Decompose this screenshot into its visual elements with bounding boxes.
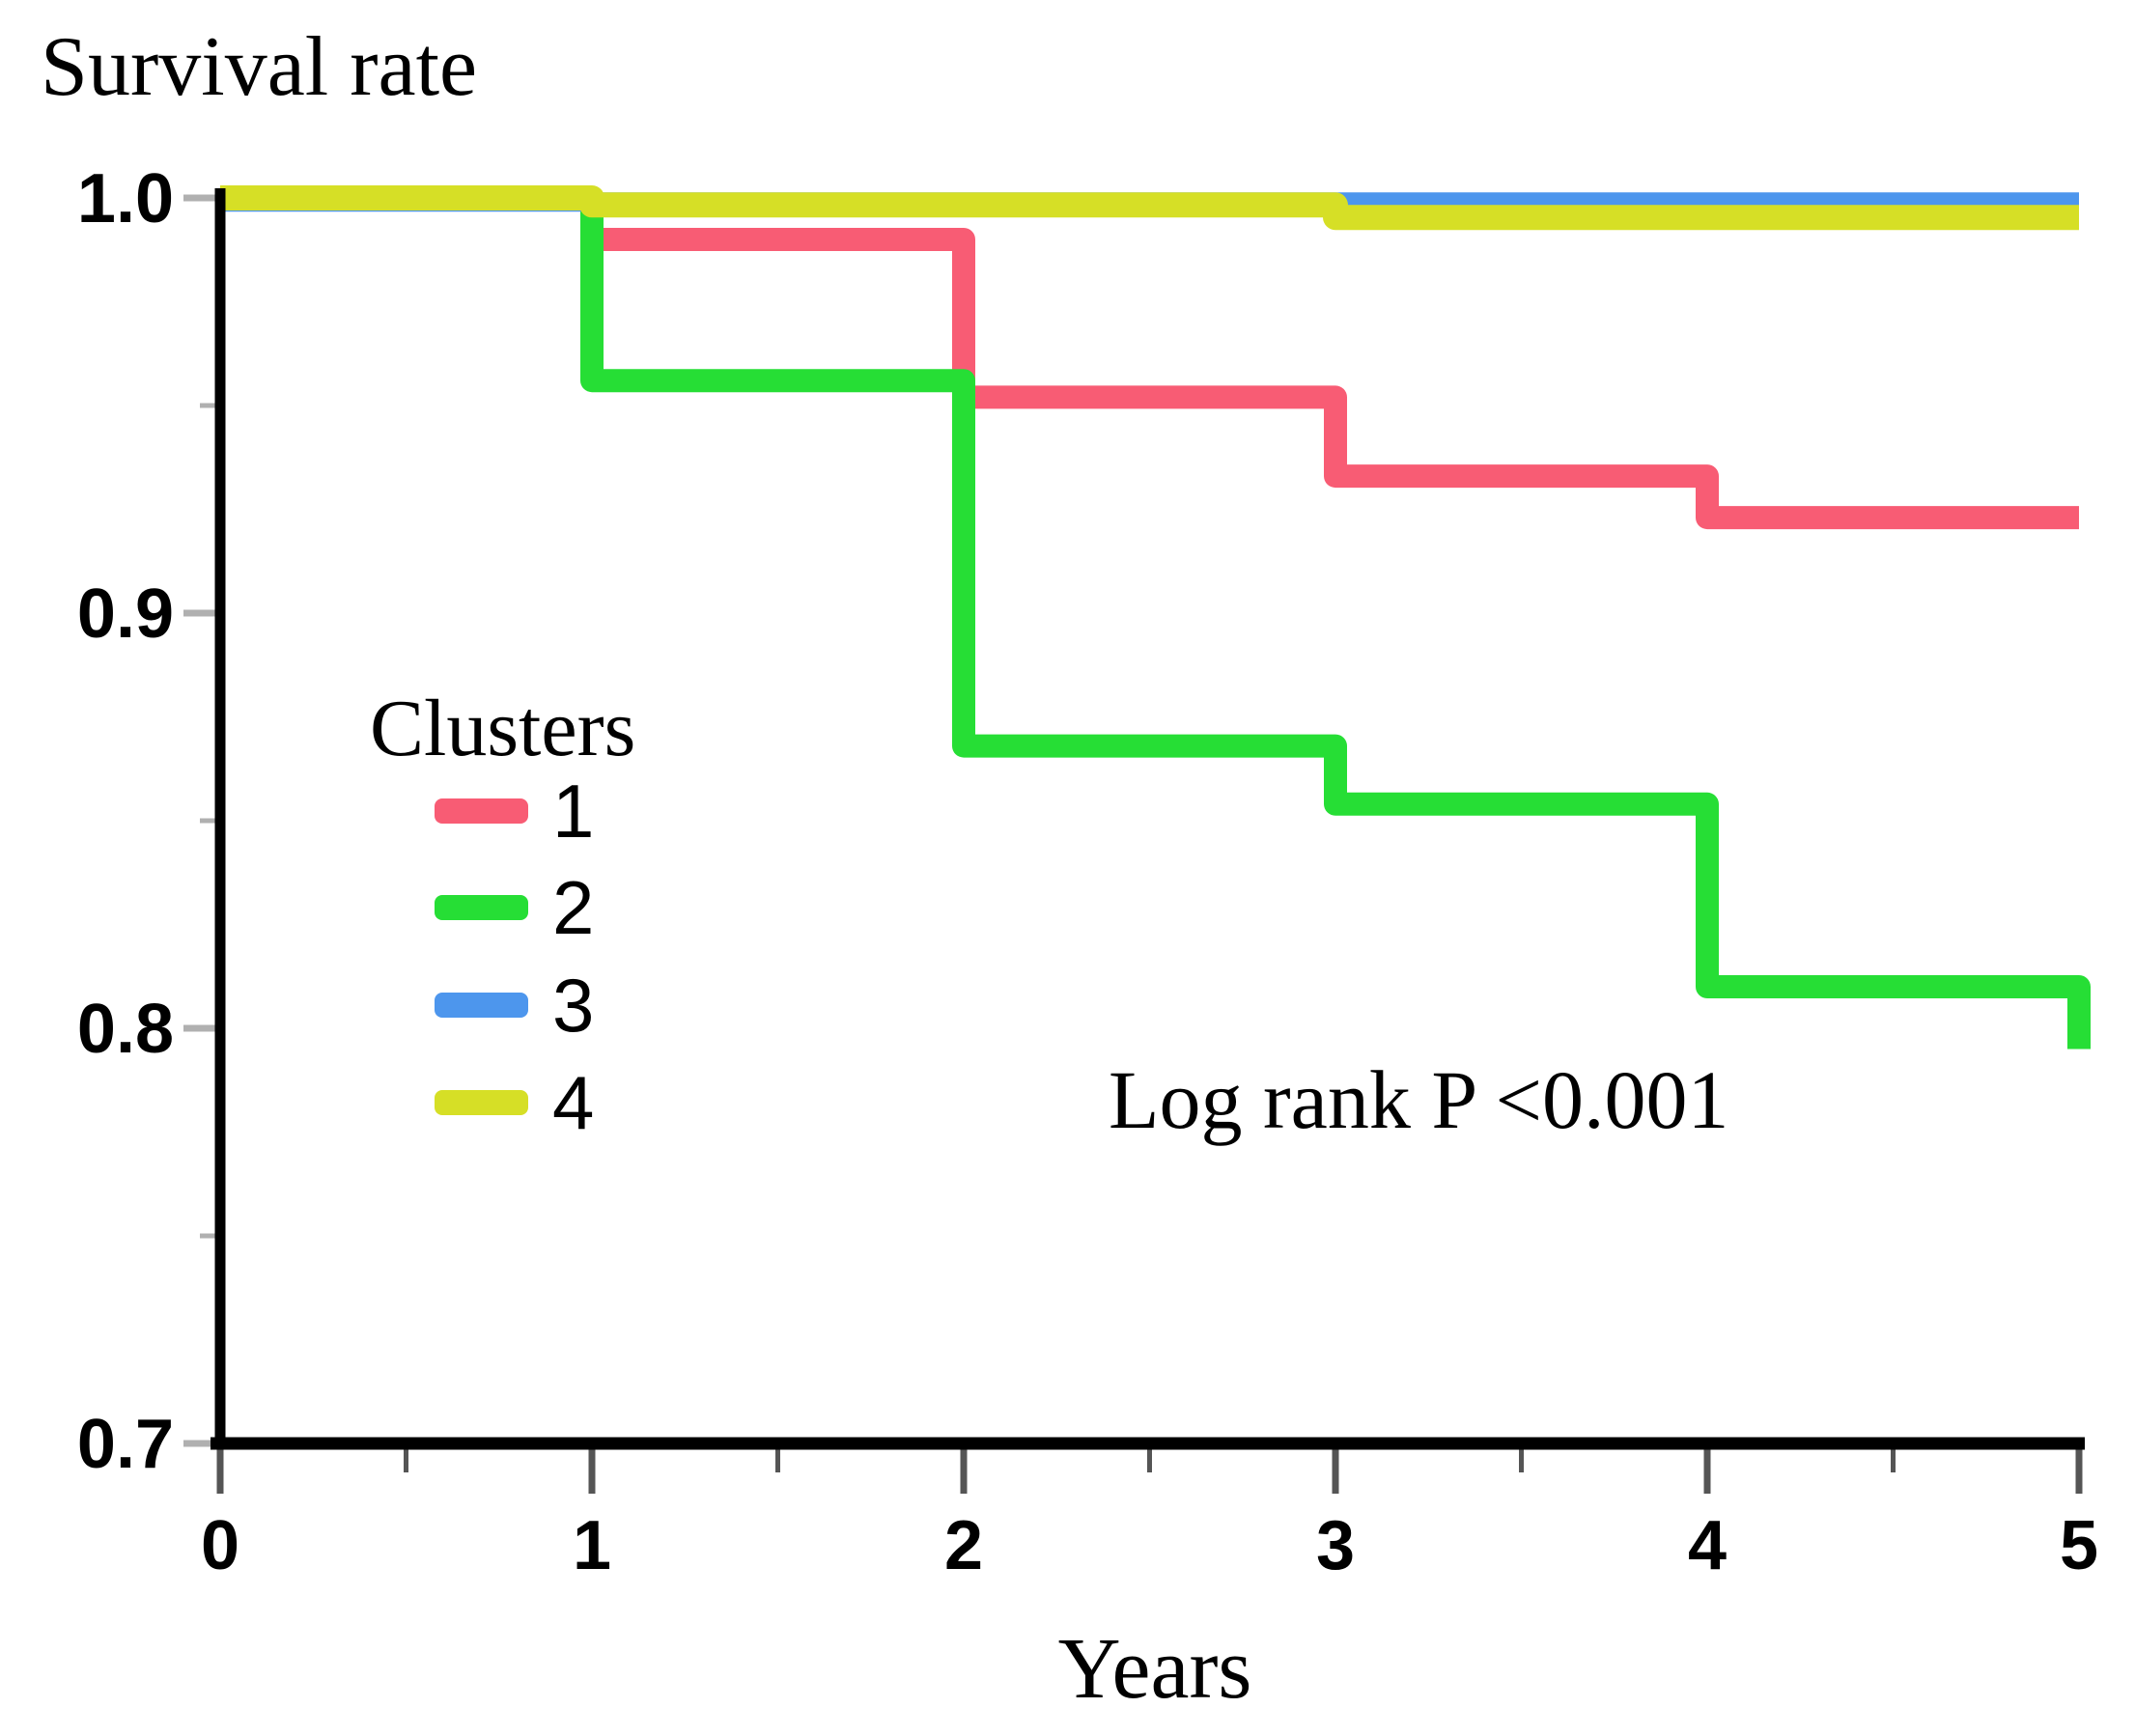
legend-swatch-cluster-4 bbox=[435, 1090, 528, 1115]
legend-title: Clusters bbox=[370, 684, 635, 773]
legend-label-cluster-1: 1 bbox=[552, 769, 594, 854]
x-tick-label-3: 3 bbox=[1316, 1507, 1355, 1584]
x-tick-label-2: 2 bbox=[944, 1507, 983, 1584]
curve-cluster-1 bbox=[220, 186, 2079, 530]
y-tick-label-1.0: 1.0 bbox=[77, 160, 174, 238]
curve-cluster-2 bbox=[220, 186, 2091, 1050]
x-tick-label-4: 4 bbox=[1688, 1507, 1727, 1584]
legend-label-cluster-4: 4 bbox=[552, 1060, 594, 1145]
y-axis-title: Survival rate bbox=[41, 20, 477, 114]
legend-swatch-cluster-1 bbox=[435, 798, 528, 824]
legend-swatch-cluster-3 bbox=[435, 993, 528, 1018]
x-tick-label-1: 1 bbox=[573, 1507, 611, 1584]
y-tick-label-0.7: 0.7 bbox=[77, 1406, 174, 1483]
y-tick-label-0.8: 0.8 bbox=[77, 991, 174, 1068]
x-axis-title: Years bbox=[1058, 1621, 1252, 1717]
log-rank-annotation: Log rank P <0.001 bbox=[1109, 1053, 1728, 1146]
legend-label-cluster-3: 3 bbox=[552, 963, 594, 1048]
curve-cluster-4 bbox=[220, 185, 2079, 231]
legend-label-cluster-2: 2 bbox=[552, 865, 594, 950]
x-tick-label-0: 0 bbox=[201, 1507, 239, 1584]
legend-swatch-cluster-2 bbox=[435, 895, 528, 920]
y-tick-label-0.9: 0.9 bbox=[77, 575, 174, 653]
x-tick-label-5: 5 bbox=[2060, 1507, 2098, 1584]
